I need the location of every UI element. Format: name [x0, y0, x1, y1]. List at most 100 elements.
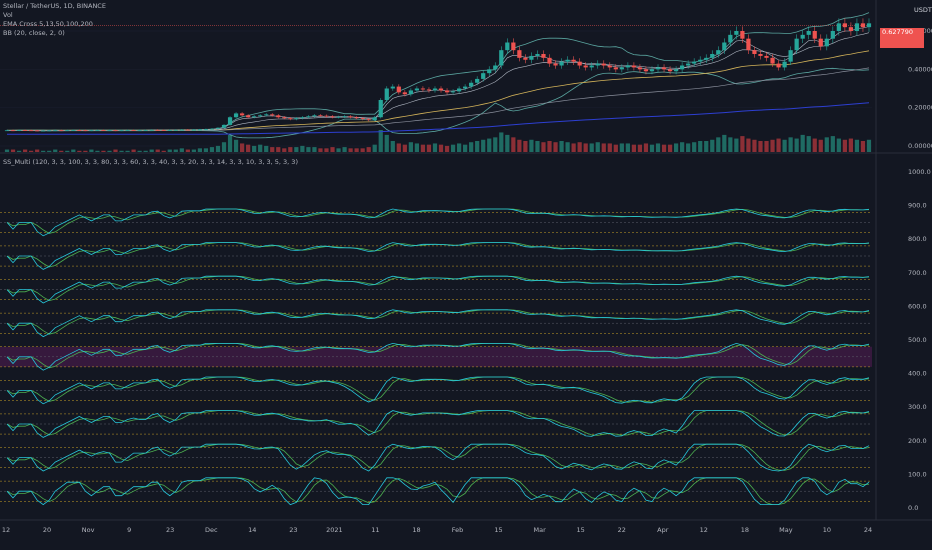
volume-bar — [456, 143, 462, 152]
candle-body — [649, 69, 655, 72]
volume-bar — [680, 142, 685, 152]
volume-bar — [463, 144, 468, 152]
candle-body — [300, 117, 305, 119]
osc-d-line — [6, 410, 870, 436]
candle-body — [529, 55, 534, 60]
volume-bar — [716, 137, 721, 152]
candle-body — [149, 129, 154, 131]
candle-body — [511, 42, 516, 51]
indicator-legend[interactable]: SS_Multi (120, 3, 3, 100, 3, 3, 80, 3, 3… — [3, 158, 298, 166]
volume-bar — [698, 141, 703, 152]
volume-bar — [613, 144, 618, 152]
candle-body — [505, 42, 510, 51]
volume-bar — [77, 150, 82, 152]
time-tick-label: 15 — [494, 526, 502, 534]
candle-body — [764, 55, 769, 58]
time-tick-label: 23 — [166, 526, 174, 534]
candle-body — [167, 130, 172, 131]
candle-body — [469, 82, 474, 87]
candle-body — [203, 129, 209, 130]
volume-bar — [276, 147, 281, 152]
candle-body — [29, 130, 34, 132]
volume-bar — [282, 148, 287, 152]
volume-bar — [547, 141, 552, 152]
volume-bar — [324, 148, 329, 152]
volume-bar — [818, 139, 823, 152]
candle-body — [16, 130, 22, 131]
candle-body — [493, 65, 498, 70]
candle-body — [655, 67, 661, 70]
candle-body — [746, 38, 751, 51]
time-tick-label: Mar — [533, 526, 546, 534]
candle-body — [270, 114, 275, 116]
volume-bar — [673, 143, 679, 152]
candle-body — [258, 115, 263, 117]
volume-bar — [288, 147, 293, 152]
volume-bar — [432, 143, 438, 152]
volume-bar — [517, 139, 522, 152]
volume-bar — [607, 143, 612, 152]
candle-body — [824, 38, 829, 47]
osc-d-line — [6, 376, 870, 403]
volume-bar — [481, 139, 486, 152]
currency-label: USDT — [912, 6, 932, 14]
volume-bar — [396, 143, 401, 152]
volume-bar — [300, 145, 305, 152]
candle-body — [848, 27, 854, 31]
candle-body — [179, 129, 184, 131]
candle-body — [686, 63, 691, 66]
volume-bar — [131, 149, 136, 152]
osc-k-line — [6, 342, 870, 371]
volume-bar — [553, 142, 558, 152]
volume-bar — [185, 149, 190, 152]
candle-body — [710, 54, 715, 58]
volume-bar — [336, 148, 341, 152]
osc-d-line — [6, 275, 870, 302]
volume-bar — [258, 144, 263, 152]
candle-body — [264, 114, 269, 116]
candle-body — [59, 130, 64, 132]
candle-body — [631, 65, 637, 68]
candle-body — [698, 59, 703, 62]
candle-body — [619, 67, 624, 70]
candle-body — [589, 65, 594, 68]
indicator-bands — [0, 212, 872, 502]
volume-bar — [22, 149, 28, 152]
volume-bar — [692, 142, 697, 152]
time-tick-label: 18 — [741, 526, 749, 534]
candle-body — [342, 116, 347, 118]
volume-bar — [746, 138, 751, 152]
ema-13-line — [7, 32, 870, 131]
volume-bar — [197, 148, 203, 152]
candle-body — [860, 23, 866, 28]
volume-bar — [770, 139, 775, 152]
volume-bar — [360, 148, 365, 152]
bb-legend[interactable]: BB (20, close, 2, 0) — [3, 29, 65, 37]
volume-bar — [330, 147, 335, 152]
candle-body — [155, 129, 160, 131]
volume-bar — [354, 148, 359, 152]
volume-bar — [450, 144, 456, 152]
volume-bar — [493, 137, 498, 152]
candle-body — [246, 115, 251, 118]
candle-body — [4, 130, 10, 132]
candle-body — [607, 65, 612, 68]
time-tick-label: 9 — [127, 526, 131, 534]
candle-body — [354, 117, 359, 119]
symbol-legend[interactable]: Stellar / TetherUS, 1D, BINANCE — [3, 2, 106, 10]
volume-bar — [511, 137, 516, 152]
volume-bar — [215, 145, 221, 152]
candle-body — [673, 69, 679, 72]
candle-body — [209, 128, 215, 130]
volume-bar — [41, 150, 46, 152]
volume-bar — [523, 141, 528, 152]
ema-legend[interactable]: EMA Cross 5,13,50,100,200 — [3, 20, 93, 28]
volume-legend[interactable]: Vol — [3, 11, 13, 19]
volume-bar — [270, 147, 275, 152]
osc-d-line — [6, 443, 870, 471]
volume-bar — [637, 144, 643, 152]
candle-body — [161, 130, 166, 131]
volume-bar — [541, 142, 546, 152]
